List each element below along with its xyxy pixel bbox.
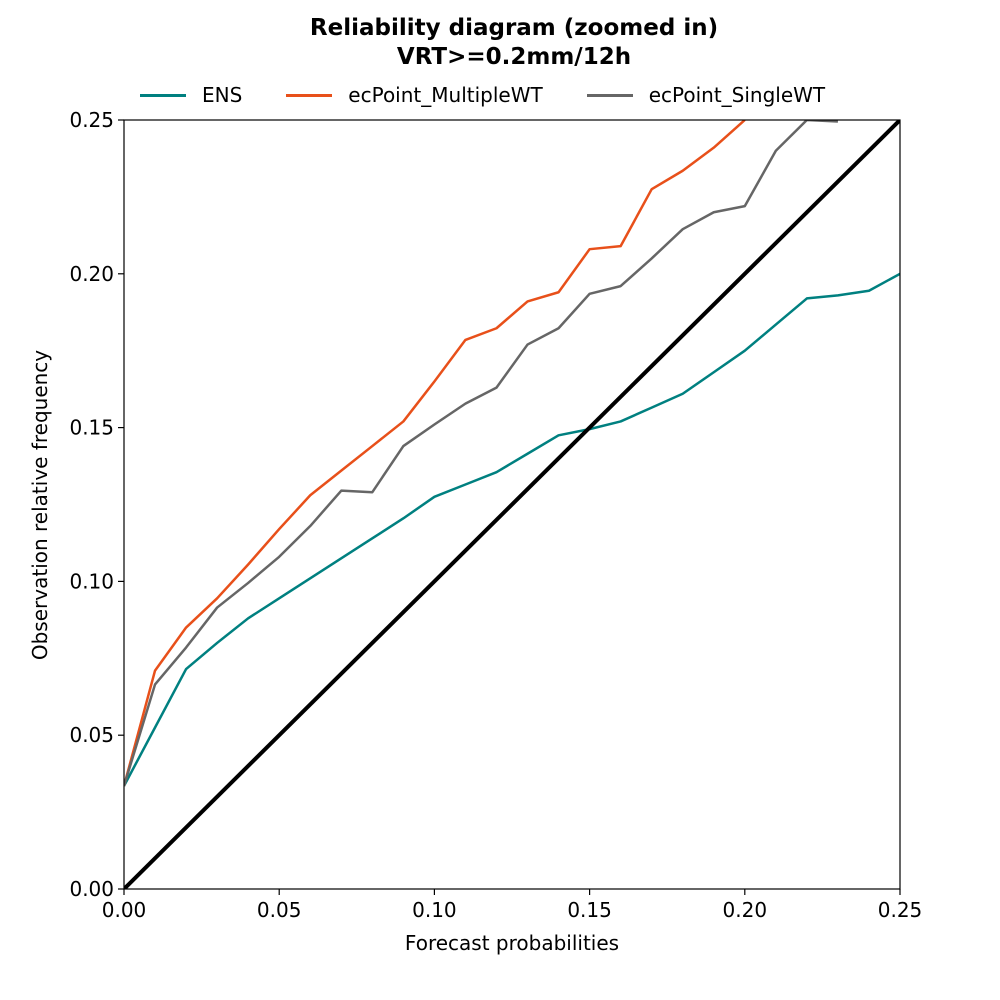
- y-axis: 0.00 0.05 0.10 0.15 0.20 0.25: [69, 108, 124, 901]
- x-axis: 0.00 0.05 0.10 0.15 0.20 0.25: [102, 889, 923, 922]
- x-axis-label: Forecast probabilities: [405, 931, 619, 955]
- series-line-ecpoint-multiplewt: [124, 120, 746, 787]
- plot-frame: [123, 119, 901, 890]
- chart-subtitle: VRT>=0.2mm/12h: [396, 44, 632, 70]
- legend-item-ecpoint-multiplewt: ecPoint_MultipleWT: [286, 83, 543, 107]
- series-layer: [124, 120, 900, 889]
- y-tick-label: 0.00: [69, 877, 114, 901]
- x-tick-label: 0.20: [723, 898, 768, 922]
- y-tick-label: 0.20: [69, 262, 114, 286]
- legend-item-ecpoint-singlewt: ecPoint_SingleWT: [586, 83, 826, 107]
- perfect-reliability-line: [124, 120, 900, 889]
- y-tick-label: 0.15: [69, 416, 114, 440]
- y-tick-label: 0.05: [69, 723, 114, 747]
- y-tick-label: 0.10: [69, 569, 114, 593]
- legend-swatch-ecpoint-multiplewt: [286, 93, 333, 97]
- chart-title: Reliability diagram (zoomed in): [309, 15, 719, 41]
- x-tick-label: 0.00: [102, 898, 147, 922]
- x-tick-label: 0.25: [878, 898, 923, 922]
- legend-label-ens: ENS: [202, 83, 243, 107]
- y-tick-label: 0.25: [69, 108, 114, 132]
- x-tick-label: 0.05: [257, 898, 302, 922]
- x-tick-label: 0.10: [412, 898, 457, 922]
- legend-label-ecpoint-multiplewt: ecPoint_MultipleWT: [348, 83, 543, 107]
- legend-swatch-ens: [140, 93, 186, 97]
- y-axis-label: Observation relative frequency: [28, 350, 52, 660]
- series-line-ecpoint-singlewt: [124, 120, 838, 787]
- series-line-ens: [124, 272, 900, 787]
- x-tick-label: 0.15: [567, 898, 612, 922]
- legend-label-ecpoint-singlewt: ecPoint_SingleWT: [648, 83, 826, 107]
- legend-swatch-ecpoint-singlewt: [586, 93, 633, 97]
- legend: ENS ecPoint_MultipleWT ecPoint_SingleWT: [140, 82, 869, 108]
- legend-item-ens: ENS: [140, 83, 242, 107]
